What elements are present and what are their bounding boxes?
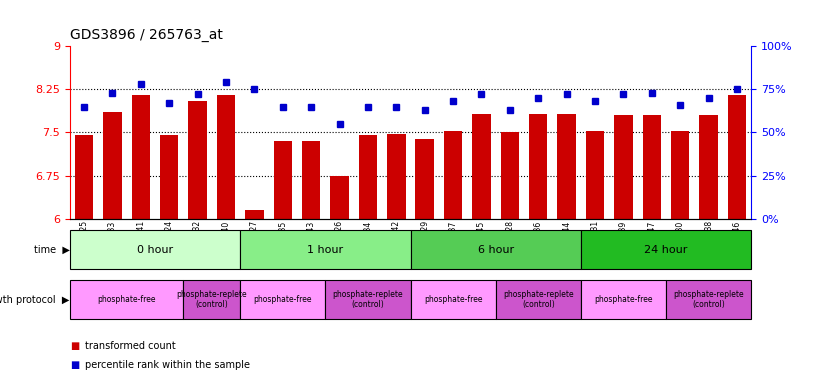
- Bar: [302, 141, 320, 219]
- Bar: [415, 139, 434, 219]
- Bar: [410, 280, 496, 319]
- Text: ■: ■: [70, 341, 79, 351]
- Text: 6 hour: 6 hour: [478, 245, 514, 255]
- Bar: [330, 176, 349, 219]
- Bar: [496, 280, 581, 319]
- Bar: [131, 95, 150, 219]
- Bar: [666, 280, 751, 319]
- Text: phosphate-free: phosphate-free: [594, 295, 653, 304]
- Bar: [444, 131, 462, 219]
- Bar: [160, 136, 178, 219]
- Text: transformed count: transformed count: [85, 341, 176, 351]
- Text: phosphate-free: phosphate-free: [254, 295, 312, 304]
- Text: 24 hour: 24 hour: [644, 245, 688, 255]
- Text: growth protocol  ▶: growth protocol ▶: [0, 295, 70, 305]
- Text: phosphate-replete
(control): phosphate-replete (control): [673, 290, 744, 309]
- Text: phosphate-free: phosphate-free: [98, 295, 156, 304]
- Bar: [241, 230, 410, 269]
- Bar: [472, 114, 491, 219]
- Bar: [614, 115, 633, 219]
- Bar: [699, 115, 718, 219]
- Text: 1 hour: 1 hour: [307, 245, 343, 255]
- Text: ■: ■: [70, 360, 79, 370]
- Bar: [671, 131, 690, 219]
- Text: phosphate-replete
(control): phosphate-replete (control): [333, 290, 403, 309]
- Bar: [75, 136, 94, 219]
- Text: percentile rank within the sample: percentile rank within the sample: [85, 360, 250, 370]
- Bar: [241, 280, 325, 319]
- Bar: [727, 95, 746, 219]
- Bar: [581, 230, 751, 269]
- Bar: [188, 101, 207, 219]
- Text: 0 hour: 0 hour: [137, 245, 173, 255]
- Bar: [586, 131, 604, 219]
- Bar: [183, 280, 241, 319]
- Bar: [359, 136, 377, 219]
- Text: GDS3896 / 265763_at: GDS3896 / 265763_at: [70, 28, 222, 42]
- Bar: [70, 230, 241, 269]
- Bar: [529, 114, 548, 219]
- Bar: [217, 95, 235, 219]
- Text: time  ▶: time ▶: [34, 245, 70, 255]
- Bar: [103, 112, 122, 219]
- Text: phosphate-free: phosphate-free: [424, 295, 483, 304]
- Bar: [325, 280, 410, 319]
- Bar: [643, 115, 661, 219]
- Text: phosphate-replete
(control): phosphate-replete (control): [177, 290, 247, 309]
- Bar: [501, 132, 519, 219]
- Bar: [557, 114, 576, 219]
- Bar: [273, 141, 292, 219]
- Bar: [70, 280, 183, 319]
- Bar: [245, 210, 264, 219]
- Bar: [581, 280, 666, 319]
- Text: phosphate-replete
(control): phosphate-replete (control): [503, 290, 574, 309]
- Bar: [387, 134, 406, 219]
- Bar: [410, 230, 581, 269]
